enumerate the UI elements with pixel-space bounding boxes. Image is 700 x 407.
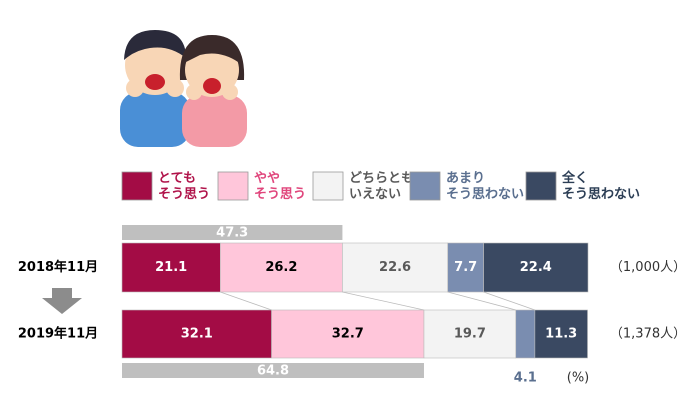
- connector: [220, 291, 272, 311]
- total-label: 64.8: [257, 364, 289, 379]
- value-label: 32.7: [332, 327, 364, 342]
- value-label: 7.7: [454, 260, 477, 275]
- row-label: 2019年11月: [18, 326, 98, 342]
- bar-segment: [121, 242, 221, 293]
- bar-segment: [515, 309, 536, 359]
- legend-label: どちらともいえない: [349, 171, 414, 202]
- bar-segment: [342, 242, 449, 293]
- legend-swatch: [409, 171, 441, 201]
- value-label: 4.1: [514, 371, 537, 386]
- bar-segment: [423, 309, 517, 359]
- row-label: 2018年11月: [18, 259, 98, 275]
- total-bar: [122, 225, 343, 240]
- legend-swatch: [121, 171, 153, 201]
- connector: [342, 291, 425, 311]
- bar-segment: [271, 309, 425, 359]
- value-label: 11.3: [545, 327, 577, 342]
- legend-swatch: [217, 171, 249, 201]
- value-label: 21.1: [155, 260, 187, 275]
- legend-label: ややそう思う: [254, 171, 306, 202]
- total-label: 47.3: [216, 226, 248, 241]
- illustration: [120, 30, 247, 147]
- legend-swatch: [312, 171, 344, 201]
- unit-label: (%): [567, 371, 590, 386]
- value-label: 26.2: [265, 260, 297, 275]
- value-label: 19.7: [454, 327, 486, 342]
- total-bar: [122, 363, 424, 378]
- legend-label: 全くそう思わない: [561, 170, 640, 202]
- bar-segment: [121, 309, 272, 359]
- arrow: [42, 288, 82, 314]
- bar-segment: [534, 309, 588, 359]
- value-label: 22.4: [520, 260, 552, 275]
- value-label: 32.1: [181, 327, 213, 342]
- legend-swatch: [525, 171, 557, 201]
- legend-label: あまりそう思わない: [446, 171, 524, 202]
- sample-size: （1,000人）: [610, 260, 686, 275]
- value-label: 22.6: [379, 260, 411, 275]
- sample-size: （1,378人）: [610, 327, 686, 342]
- bar-segment: [483, 242, 589, 293]
- connector: [447, 291, 516, 311]
- connector: [483, 291, 536, 311]
- bar-segment: [447, 242, 484, 293]
- legend-label: とてもそう思う: [158, 171, 210, 202]
